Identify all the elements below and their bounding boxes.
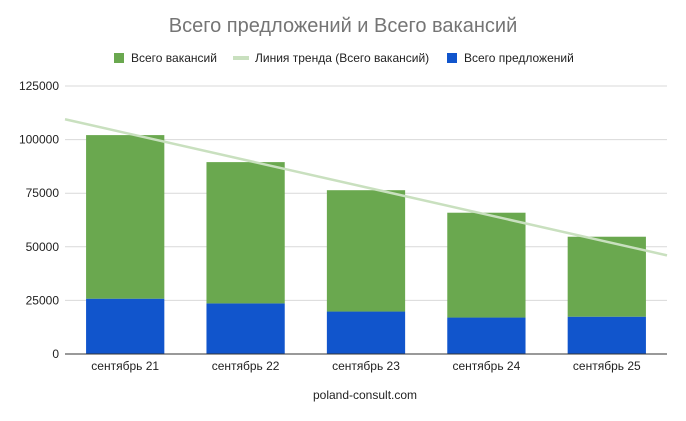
bar-vacancies <box>447 212 526 318</box>
x-tick-label: сентябрь 22 <box>212 359 280 373</box>
bar-offers <box>86 298 165 354</box>
x-tick-label: сентябрь 24 <box>453 359 521 373</box>
bar-offers <box>206 303 285 354</box>
y-tick-label: 125000 <box>19 79 59 93</box>
x-tick-label: сентябрь 23 <box>332 359 400 373</box>
bars <box>86 135 646 354</box>
bar-vacancies <box>567 236 646 317</box>
y-tick-label: 100000 <box>19 133 59 147</box>
bar-offers <box>326 311 406 354</box>
trendline-layer <box>64 118 668 257</box>
legend-label-trendline: Линия тренда (Всего вакансий) <box>255 51 429 65</box>
legend-label-offers: Всего предложений <box>464 51 574 65</box>
bar-vacancies <box>326 190 406 312</box>
legend-swatch-trendline <box>233 56 249 60</box>
x-tick-label: сентябрь 21 <box>91 359 159 373</box>
x-axis-label: poland-consult.com <box>313 388 417 402</box>
legend-swatch-vacancies <box>114 53 124 63</box>
y-tick-label: 0 <box>52 347 59 361</box>
y-tick-label: 75000 <box>26 186 60 200</box>
bar-offers <box>567 316 646 354</box>
bar-vacancies <box>206 162 285 304</box>
legend: Всего вакансий Линия тренда (Всего вакан… <box>114 51 574 65</box>
x-tick-label: сентябрь 25 <box>573 359 641 373</box>
y-axis-ticks: 0 25000 50000 75000 100000 125000 <box>19 79 59 361</box>
legend-label-vacancies: Всего вакансий <box>131 51 217 65</box>
legend-swatch-offers <box>447 53 457 63</box>
x-axis-ticks: сентябрь 21 сентябрь 22 сентябрь 23 сентябр… <box>91 359 641 373</box>
chart-title: Всего предложений и Всего вакансий <box>169 15 518 37</box>
bar-offers <box>447 317 526 354</box>
bar-vacancies <box>86 135 165 299</box>
y-tick-label: 25000 <box>26 293 60 307</box>
y-tick-label: 50000 <box>26 240 60 254</box>
trendline <box>64 118 668 257</box>
